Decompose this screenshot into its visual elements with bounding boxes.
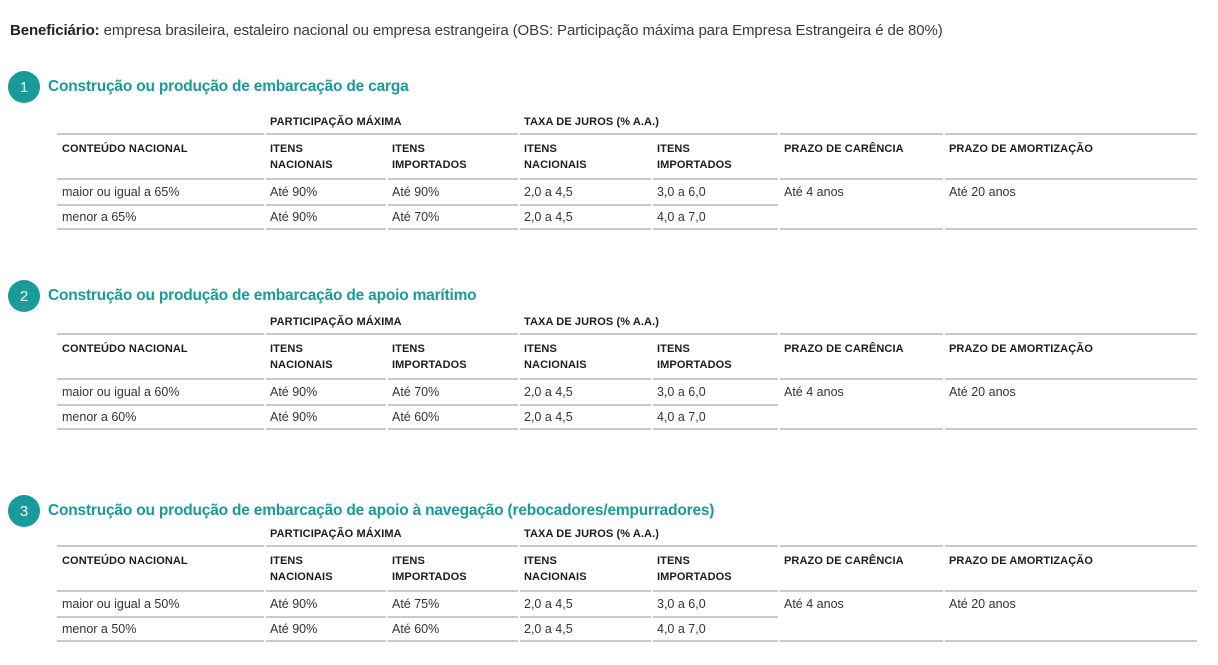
col-header-itens-importados: ITENS IMPORTADOS (388, 335, 518, 380)
table-cell-juros-nacionais: 2,0 a 4,5 (520, 180, 651, 206)
spacer-cell (57, 310, 264, 335)
table-cell-juros-importados: 4,0 a 7,0 (653, 618, 778, 642)
table-cell-prazo-amortizacao: Até 20 anos (945, 180, 1197, 230)
table-cell-participacao-nacionais: Até 90% (266, 380, 386, 406)
section-title: Construção ou produção de embarcação de … (48, 502, 715, 519)
table-cell-conteudo: maior ou igual a 65% (57, 180, 264, 206)
section-header: 3 Construção ou produção de embarcação d… (8, 495, 1208, 527)
table-cell-participacao-importados: Até 70% (388, 206, 518, 230)
table-cell-participacao-nacionais: Até 90% (266, 592, 386, 618)
col-header-prazo-carencia: PRAZO DE CARÊNCIA (780, 547, 943, 592)
table-cell-participacao-importados: Até 70% (388, 380, 518, 406)
group-header-taxa-juros: TAXA DE JUROS (% A.A.) (520, 110, 778, 135)
spacer-cell (780, 522, 943, 547)
col-header-itens-importados: ITENS IMPORTADOS (653, 547, 778, 592)
col-header-prazo-amortizacao: PRAZO DE AMORTIZAÇÃO (945, 547, 1197, 592)
col-header-itens-importados: ITENS IMPORTADOS (653, 335, 778, 380)
table-cell-juros-importados: 3,0 a 6,0 (653, 380, 778, 406)
table-cell-participacao-importados: Até 90% (388, 180, 518, 206)
col-header-itens-nacionais: ITENS NACIONAIS (520, 547, 651, 592)
col-header-prazo-amortizacao: PRAZO DE AMORTIZAÇÃO (945, 335, 1197, 380)
col-header-itens-nacionais: ITENS NACIONAIS (266, 135, 386, 180)
spacer-cell (945, 110, 1197, 135)
col-header-prazo-carencia: PRAZO DE CARÊNCIA (780, 335, 943, 380)
table-cell-conteudo: menor a 60% (57, 406, 264, 430)
col-header-conteudo-nacional: CONTEÚDO NACIONAL (57, 547, 264, 592)
financing-table: PARTICIPAÇÃO MÁXIMA TAXA DE JUROS (% A.A… (57, 522, 1197, 642)
section-header: 1 Construção ou produção de embarcação d… (8, 71, 1208, 103)
table-cell-participacao-nacionais: Até 90% (266, 180, 386, 206)
table-cell-juros-importados: 3,0 a 6,0 (653, 180, 778, 206)
spacer-cell (945, 522, 1197, 547)
spacer-cell (57, 110, 264, 135)
col-header-itens-nacionais: ITENS NACIONAIS (266, 335, 386, 380)
table-cell-prazo-carencia: Até 4 anos (780, 180, 943, 230)
table-cell-conteudo: menor a 65% (57, 206, 264, 230)
financing-table: PARTICIPAÇÃO MÁXIMA TAXA DE JUROS (% A.A… (57, 310, 1197, 430)
table-cell-conteudo: menor a 50% (57, 618, 264, 642)
beneficiary-line: Beneficiário: empresa brasileira, estale… (10, 22, 943, 39)
beneficiary-label: Beneficiário: (10, 22, 100, 39)
col-header-itens-importados: ITENS IMPORTADOS (388, 547, 518, 592)
table-cell-participacao-nacionais: Até 90% (266, 618, 386, 642)
col-header-prazo-carencia: PRAZO DE CARÊNCIA (780, 135, 943, 180)
table-cell-prazo-carencia: Até 4 anos (780, 592, 943, 642)
table-cell-prazo-carencia: Até 4 anos (780, 380, 943, 430)
section-title: Construção ou produção de embarcação de … (48, 287, 477, 304)
col-header-conteudo-nacional: CONTEÚDO NACIONAL (57, 335, 264, 380)
col-header-itens-nacionais: ITENS NACIONAIS (520, 335, 651, 380)
table-cell-prazo-amortizacao: Até 20 anos (945, 380, 1197, 430)
spacer-cell (780, 310, 943, 335)
section-embarcacao-apoio-navegacao: 3 Construção ou produção de embarcação d… (8, 495, 1208, 642)
section-header: 2 Construção ou produção de embarcação d… (8, 280, 1208, 312)
spacer-cell (57, 522, 264, 547)
table-cell-conteudo: maior ou igual a 60% (57, 380, 264, 406)
table-cell-participacao-nacionais: Até 90% (266, 206, 386, 230)
table-cell-participacao-nacionais: Até 90% (266, 406, 386, 430)
financing-table: PARTICIPAÇÃO MÁXIMA TAXA DE JUROS (% A.A… (57, 110, 1197, 230)
spacer-cell (945, 310, 1197, 335)
beneficiary-text: empresa brasileira, estaleiro nacional o… (99, 22, 943, 39)
col-header-itens-nacionais: ITENS NACIONAIS (520, 135, 651, 180)
col-header-itens-importados: ITENS IMPORTADOS (653, 135, 778, 180)
table-cell-juros-nacionais: 2,0 a 4,5 (520, 618, 651, 642)
table-cell-participacao-importados: Até 60% (388, 618, 518, 642)
section-number-badge: 3 (8, 495, 40, 527)
section-number-badge: 1 (8, 71, 40, 103)
spacer-cell (780, 110, 943, 135)
group-header-participacao: PARTICIPAÇÃO MÁXIMA (266, 310, 518, 335)
group-header-participacao: PARTICIPAÇÃO MÁXIMA (266, 110, 518, 135)
table-cell-juros-importados: 3,0 a 6,0 (653, 592, 778, 618)
table-cell-juros-nacionais: 2,0 a 4,5 (520, 380, 651, 406)
section-number-badge: 2 (8, 280, 40, 312)
table-cell-prazo-amortizacao: Até 20 anos (945, 592, 1197, 642)
col-header-conteudo-nacional: CONTEÚDO NACIONAL (57, 135, 264, 180)
table-cell-juros-importados: 4,0 a 7,0 (653, 206, 778, 230)
table-cell-participacao-importados: Até 60% (388, 406, 518, 430)
table-cell-juros-importados: 4,0 a 7,0 (653, 406, 778, 430)
col-header-itens-importados: ITENS IMPORTADOS (388, 135, 518, 180)
group-header-participacao: PARTICIPAÇÃO MÁXIMA (266, 522, 518, 547)
table-cell-conteudo: maior ou igual a 50% (57, 592, 264, 618)
col-header-itens-nacionais: ITENS NACIONAIS (266, 547, 386, 592)
table-cell-juros-nacionais: 2,0 a 4,5 (520, 592, 651, 618)
group-header-taxa-juros: TAXA DE JUROS (% A.A.) (520, 310, 778, 335)
table-cell-participacao-importados: Até 75% (388, 592, 518, 618)
section-embarcacao-apoio-maritimo: 2 Construção ou produção de embarcação d… (8, 280, 1208, 430)
table-cell-juros-nacionais: 2,0 a 4,5 (520, 206, 651, 230)
section-title: Construção ou produção de embarcação de … (48, 78, 409, 95)
section-embarcacao-carga: 1 Construção ou produção de embarcação d… (8, 71, 1208, 230)
table-cell-juros-nacionais: 2,0 a 4,5 (520, 406, 651, 430)
group-header-taxa-juros: TAXA DE JUROS (% A.A.) (520, 522, 778, 547)
col-header-prazo-amortizacao: PRAZO DE AMORTIZAÇÃO (945, 135, 1197, 180)
